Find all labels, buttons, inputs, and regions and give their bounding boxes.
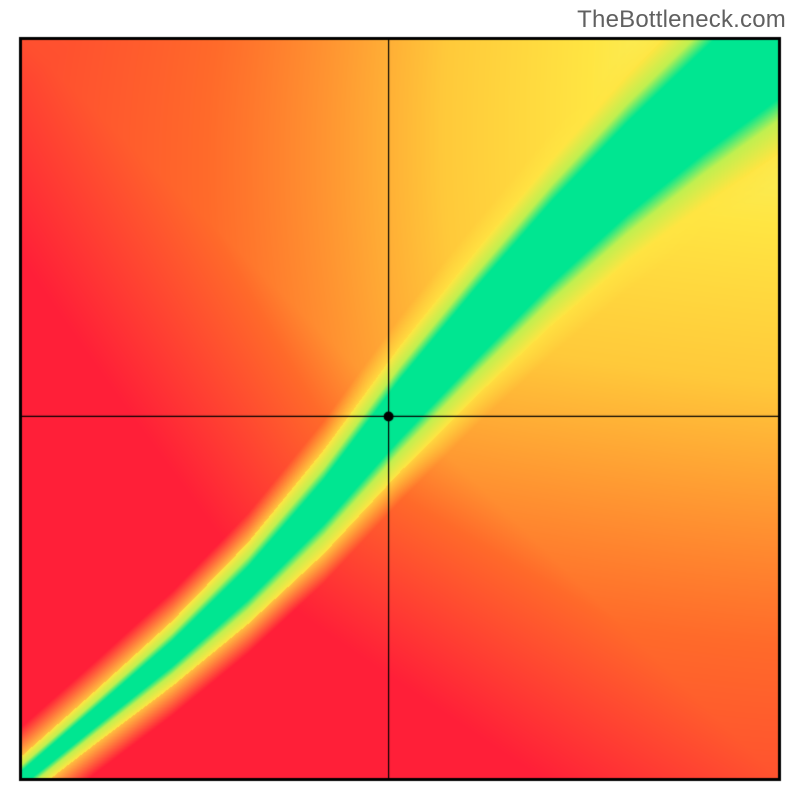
bottleneck-heatmap-canvas: [0, 0, 800, 800]
watermark-text: TheBottleneck.com: [577, 6, 786, 34]
chart-container: TheBottleneck.com: [0, 0, 800, 800]
